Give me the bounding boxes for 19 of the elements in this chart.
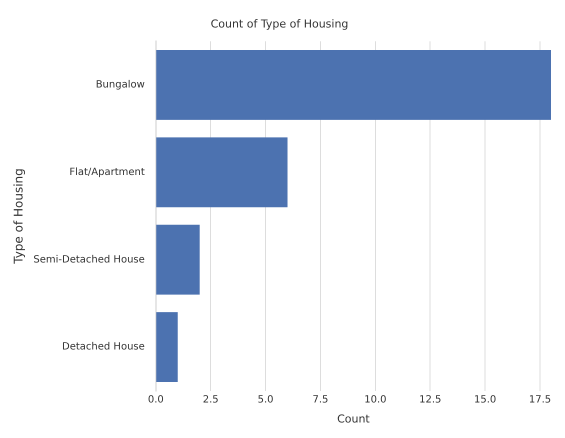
- x-tick-label: 5.0: [258, 394, 274, 406]
- x-tick-label: 15.0: [474, 394, 496, 406]
- x-tick-label: 10.0: [364, 394, 386, 406]
- bar: [156, 224, 200, 295]
- bar: [156, 50, 551, 120]
- x-tick-label: 7.5: [312, 394, 328, 406]
- x-tick-label: 0.0: [148, 394, 164, 406]
- x-tick-label: 12.5: [419, 394, 442, 406]
- y-tick-label: Flat/Apartment: [69, 166, 145, 178]
- y-tick-label: Semi-Detached House: [33, 254, 145, 266]
- y-tick-label: Detached House: [62, 342, 145, 353]
- bar: [156, 137, 288, 208]
- x-tick-label: 17.5: [528, 394, 552, 406]
- x-tick-label: 2.5: [202, 394, 219, 406]
- chart-title: Count of Type of Housing: [210, 17, 348, 30]
- x-axis-title: Count: [337, 412, 370, 426]
- bar: [156, 312, 178, 382]
- y-tick-label: Bungalow: [96, 79, 145, 90]
- y-axis-title: Type of Housing: [11, 168, 26, 265]
